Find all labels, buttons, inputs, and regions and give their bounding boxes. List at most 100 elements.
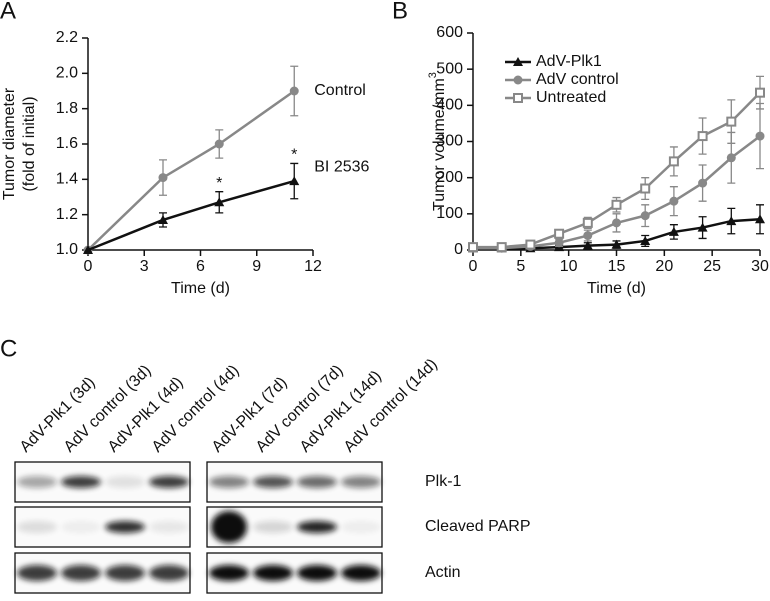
marker [583,231,593,241]
marker [611,239,622,249]
y-axis-label-superscript: 3 [427,72,439,78]
marker [214,197,225,207]
marker [554,228,565,239]
blot-band [253,476,293,488]
marker [697,131,708,142]
x-tick-label: 9 [252,258,261,275]
y-tick-label: 1.0 [56,241,78,258]
y-tick-label: 2.2 [56,29,78,46]
marker [289,86,299,96]
marker [158,214,168,224]
y-tick-label: 400 [436,97,463,114]
panel-letter: B [392,0,408,24]
row-label: Cleaved PARP [425,518,531,535]
blot-band [105,521,145,533]
y-tick-label: 300 [436,133,463,150]
blot-band [105,476,145,488]
marker [726,116,737,127]
marker [726,216,737,226]
y-axis-label: (fold of initial) [21,96,38,191]
x-tick-label: 6 [196,258,205,275]
marker [496,242,507,253]
significance-mark: * [291,147,297,164]
blot-band [149,476,189,488]
marker [755,87,765,98]
y-axis-label: Tumor diameter [1,87,18,200]
significance-mark: * [216,175,222,192]
series-line [87,179,295,252]
blot-band [209,565,249,581]
marker [468,242,478,253]
x-tick-label: 10 [560,258,578,275]
marker [640,235,651,245]
blot-band [211,511,247,543]
marker [611,199,622,210]
blot-band [105,565,145,581]
blot-band [297,565,337,581]
blot-band [341,476,381,488]
legend-label: AdV control [536,71,619,88]
y-tick-label: 1.6 [56,135,78,152]
x-axis-label: Time (d) [587,280,646,297]
x-tick-label: 5 [516,258,525,275]
legend-marker [513,75,523,85]
marker [697,222,708,232]
marker [668,156,679,167]
y-tick-label: 500 [436,60,463,77]
marker [755,131,765,141]
legend-label: Untreated [536,89,606,106]
marker [582,217,593,228]
x-tick-label: 3 [140,258,149,275]
marker [83,245,93,254]
marker [669,196,679,206]
blot-band [341,565,381,581]
marker [158,173,168,183]
legend-marker [513,93,523,103]
blot-band [297,476,337,488]
blot-band [61,565,101,581]
x-tick-label: 20 [655,258,673,275]
blot-band [17,476,57,488]
y-tick-label: 1.2 [56,206,78,223]
panel-letter: C [0,335,17,362]
marker [668,226,679,236]
y-tick-label: 200 [436,169,463,186]
legend-marker [513,57,523,66]
x-tick-label: 25 [703,258,721,275]
marker [755,214,765,224]
blot-band [61,476,101,488]
marker [726,153,736,163]
y-tick-label: 1.4 [56,171,78,188]
panel-letter: A [0,0,16,24]
blot-band [149,565,189,581]
blot-band [17,565,57,581]
x-tick-label: 12 [304,258,322,275]
x-tick-label: 30 [751,258,769,275]
legend-label: AdV-Plk1 [536,53,602,70]
marker [525,239,536,250]
x-tick-label: 15 [608,258,626,275]
blot-band [253,565,293,581]
series-line [87,89,295,251]
marker [612,218,621,228]
lane-label: AdV-Plk1 (3d) [17,374,99,456]
blot-band [341,521,381,533]
blot-band [253,521,293,533]
blot-band [149,521,189,533]
y-tick-label: 0 [454,241,463,258]
marker [640,211,650,221]
marker [289,176,300,186]
x-tick-label: 0 [469,258,478,275]
marker [582,240,593,250]
marker [214,139,224,149]
marker [554,238,564,248]
blot-band [17,521,57,533]
marker [698,178,708,188]
series-label: BI 2536 [314,158,369,175]
y-tick-label: 1.8 [56,100,78,117]
y-tick-label: 2.0 [56,65,78,82]
x-axis-label: Time (d) [171,280,230,297]
blot-band [209,476,249,488]
y-tick-label: 100 [436,205,463,222]
